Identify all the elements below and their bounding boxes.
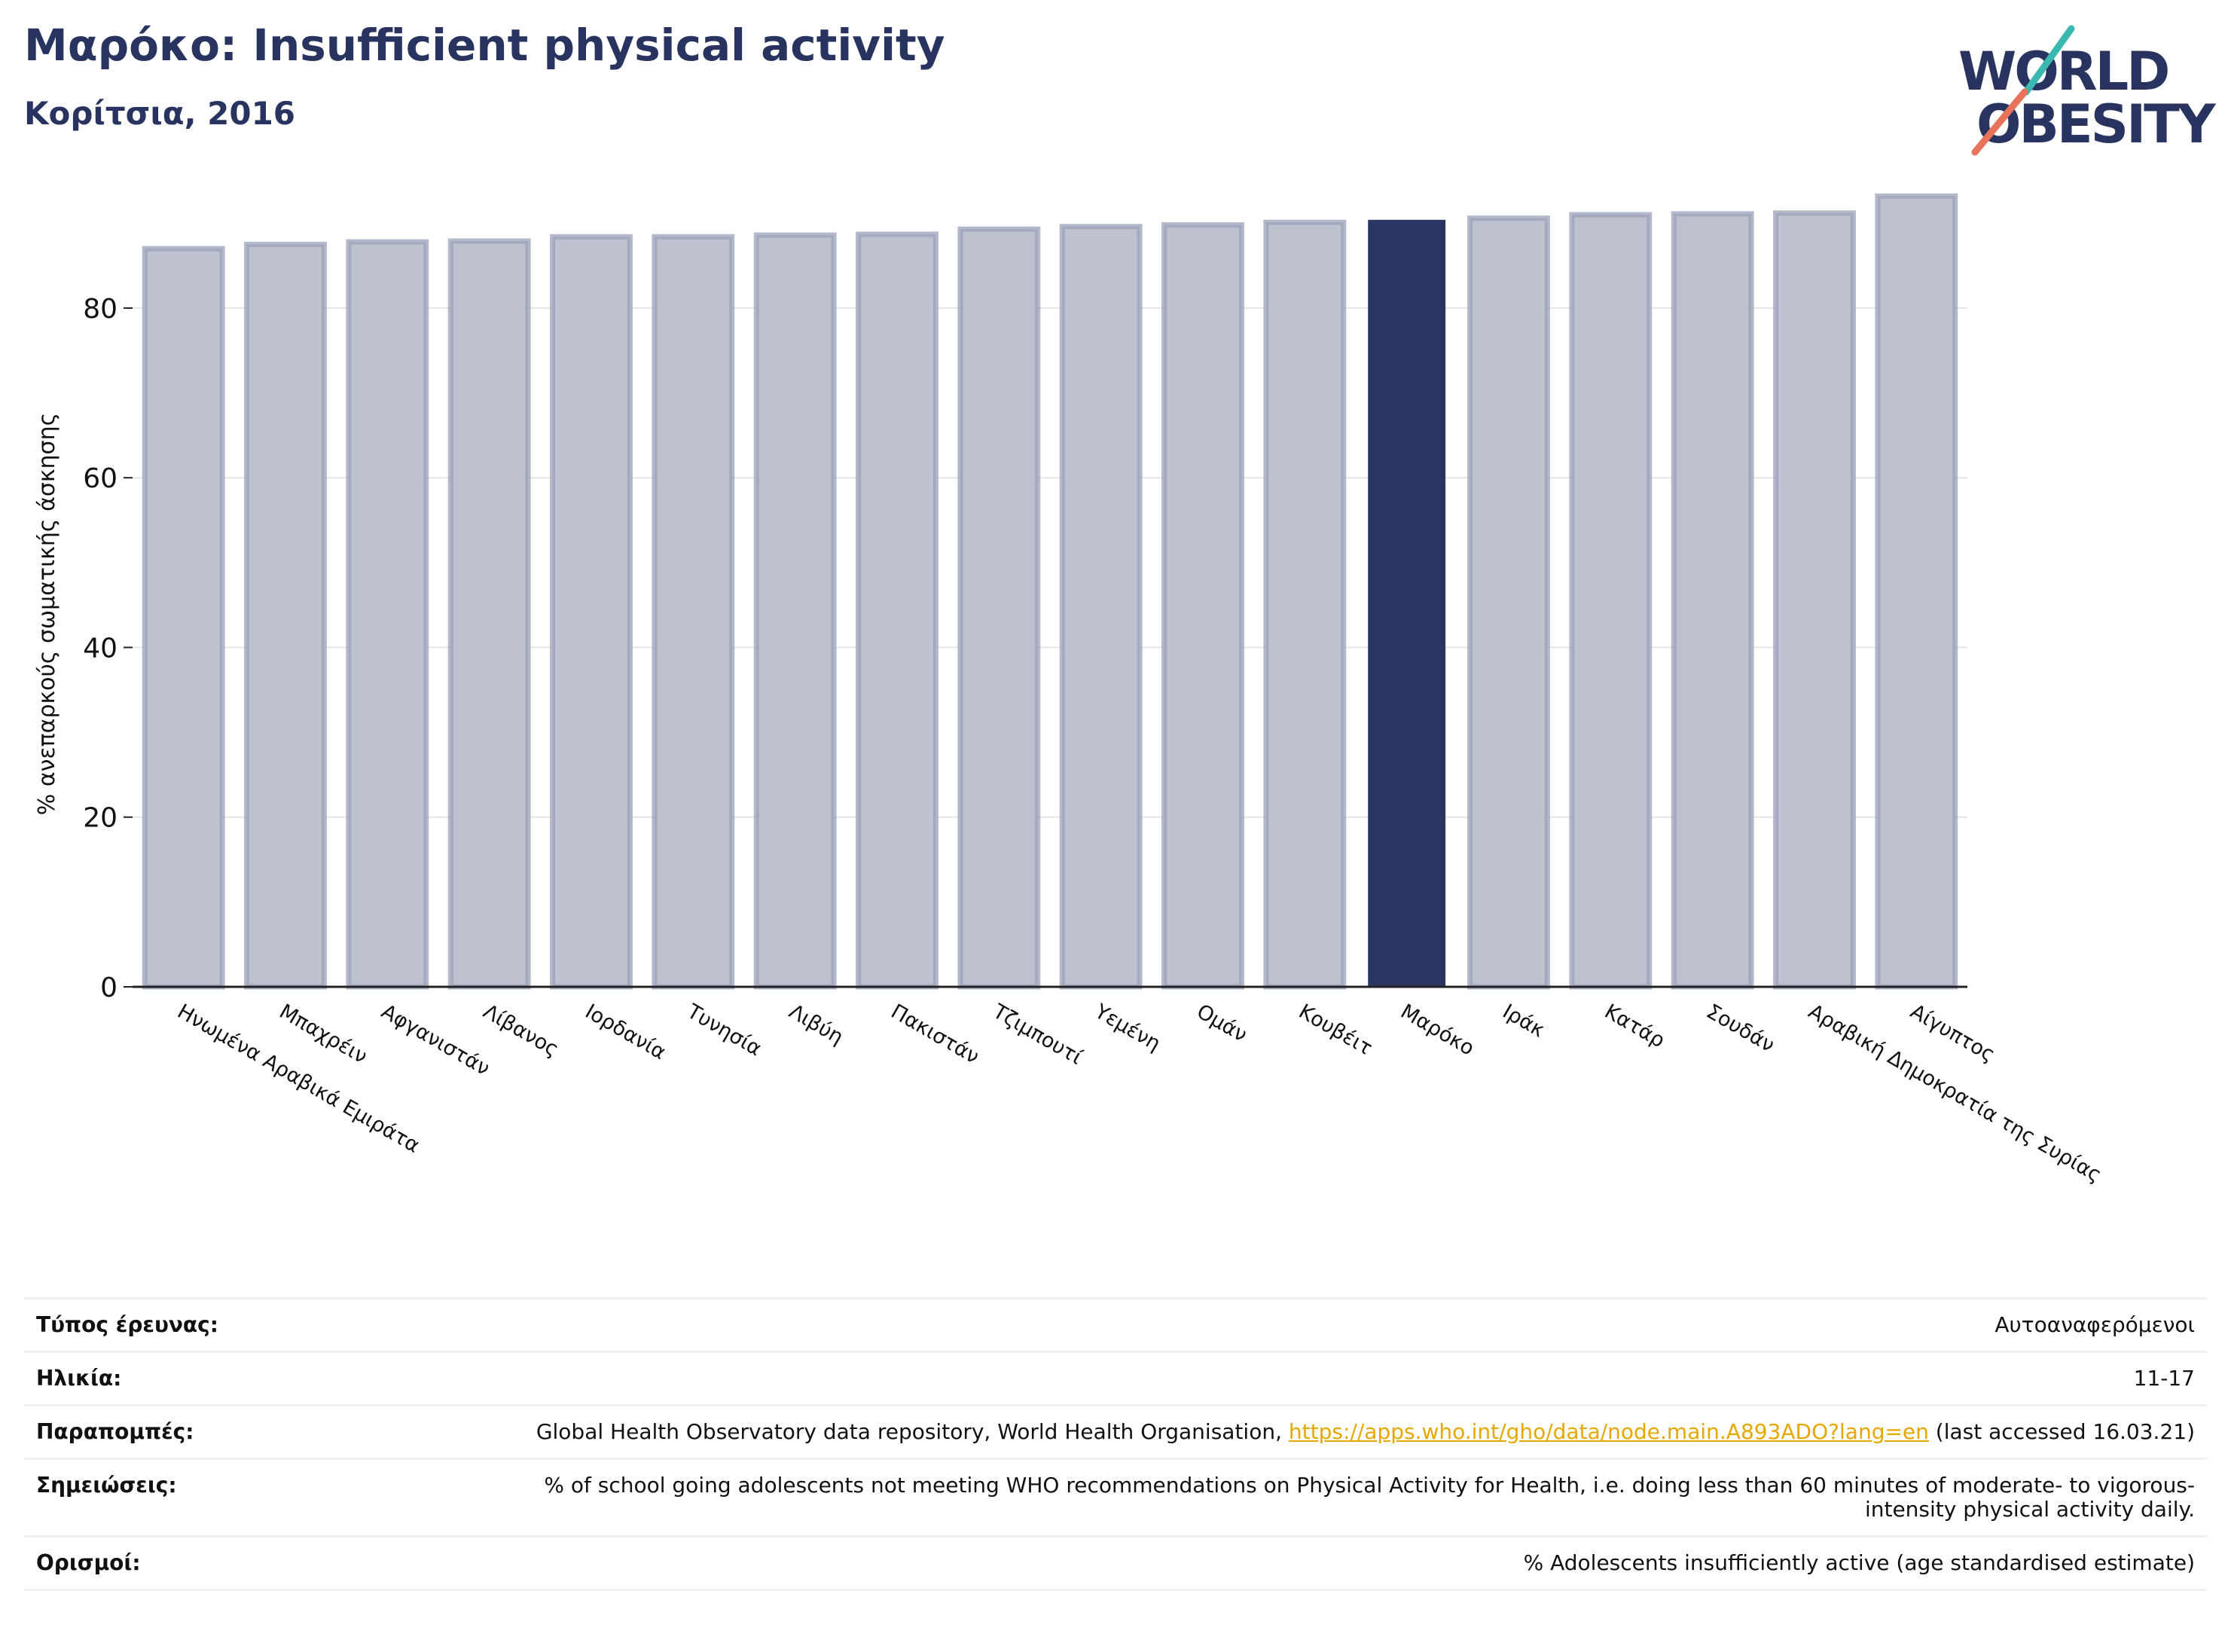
- info-row-definitions: Ορισμοί: % Adolescents insufficiently ac…: [24, 1537, 2207, 1591]
- references-accessed: (last accessed 16.03.21): [1928, 1419, 2195, 1444]
- y-tick-label: 40: [83, 633, 118, 664]
- bar-13: [1368, 219, 1446, 987]
- info-table: Τύπος έρευνας: Αυτοαναφερόμενοι Ηλικία: …: [24, 1297, 2207, 1591]
- x-tick-label: Μπαχρέιν: [276, 1000, 371, 1068]
- logo-slash-icon: [1971, 25, 2075, 156]
- bars: [142, 193, 1958, 990]
- bar-16: [1671, 211, 1754, 990]
- x-tick-label: Αίγυπτος: [1906, 1000, 1999, 1067]
- survey-type-value: Αυτοαναφερόμενοι: [1995, 1312, 2195, 1337]
- world-obesity-logo: WORLD OBESITY: [1958, 23, 2216, 158]
- y-tick-label: 20: [83, 803, 118, 834]
- references-label: Παραπομπές:: [36, 1419, 194, 1444]
- bar-2: [244, 241, 327, 990]
- x-tick-label: Σουδάν: [1702, 1000, 1778, 1057]
- chart-title: Μαρόκο: Insufficient physical activity: [24, 20, 945, 71]
- notes-value: % of school going adolescents not meetin…: [544, 1473, 2195, 1522]
- bar-9: [957, 226, 1041, 990]
- chart-subtitle: Κορίτσια, 2016: [24, 95, 296, 132]
- bar-4: [447, 238, 531, 990]
- bar-5: [550, 234, 633, 990]
- bar-12: [1263, 219, 1347, 990]
- bar-10: [1059, 224, 1143, 990]
- x-tick-label: Πακιστάν: [887, 1000, 984, 1069]
- bar-11: [1161, 222, 1244, 990]
- survey-type-label: Τύπος έρευνας:: [36, 1312, 218, 1337]
- y-tick-label: 80: [83, 294, 118, 325]
- definitions-label: Ορισμοί:: [36, 1550, 141, 1575]
- references-value: Global Health Observatory data repositor…: [536, 1420, 2195, 1444]
- bar-1: [142, 246, 225, 990]
- x-tick-label: Αφγανιστάν: [377, 1000, 494, 1080]
- bar-8: [856, 231, 939, 990]
- logo-line-1: WORLD: [1958, 41, 2170, 102]
- age-label: Ηλικία:: [36, 1366, 122, 1391]
- references-link[interactable]: https://apps.who.int/gho/data/node.main.…: [1288, 1419, 1929, 1444]
- notes-label: Σημειώσεις:: [36, 1473, 177, 1498]
- x-tick-label: Μαρόκο: [1396, 1000, 1478, 1060]
- x-tick-label: Τυνησία: [682, 1000, 765, 1061]
- bar-14: [1467, 215, 1550, 990]
- bar-17: [1773, 210, 1856, 990]
- bar-6: [652, 234, 735, 990]
- bar-3: [346, 239, 429, 990]
- age-value: 11-17: [2133, 1366, 2195, 1391]
- x-tick-label: Κατάρ: [1601, 1000, 1669, 1052]
- info-row-references: Παραπομπές: Global Health Observatory da…: [24, 1406, 2207, 1460]
- bar-7: [753, 232, 837, 990]
- y-axis-label: % ανεπαρκούς σωματικής άσκησης: [34, 413, 60, 815]
- x-tick-label: Υεμένη: [1090, 1000, 1164, 1056]
- info-row-notes: Σημειώσεις: % of school going adolescent…: [24, 1460, 2207, 1537]
- x-tick-label: Λίβανος: [479, 1000, 563, 1061]
- definitions-value: % Adolescents insufficiently active (age…: [1523, 1550, 2195, 1575]
- y-tick-label: 60: [83, 463, 118, 494]
- bar-15: [1569, 212, 1653, 990]
- info-row-age: Ηλικία: 11-17: [24, 1353, 2207, 1406]
- grid-lines: [133, 307, 1967, 818]
- references-text: Global Health Observatory data repositor…: [536, 1419, 1289, 1444]
- bar-18: [1875, 193, 1958, 990]
- x-tick-label: Τζιμπουτί: [988, 1000, 1086, 1070]
- x-tick-label: Ιορδανία: [581, 1000, 670, 1064]
- info-row-survey-type: Τύπος έρευνας: Αυτοαναφερόμενοι: [24, 1299, 2207, 1353]
- y-tick-label: 0: [100, 973, 118, 1003]
- x-tick-label: Ιράκ: [1499, 1000, 1549, 1042]
- x-tick-label: Ομάν: [1193, 1000, 1251, 1047]
- x-tick-label: Κουβέιτ: [1295, 1000, 1376, 1060]
- x-tick-label: Λιβύη: [785, 1000, 847, 1049]
